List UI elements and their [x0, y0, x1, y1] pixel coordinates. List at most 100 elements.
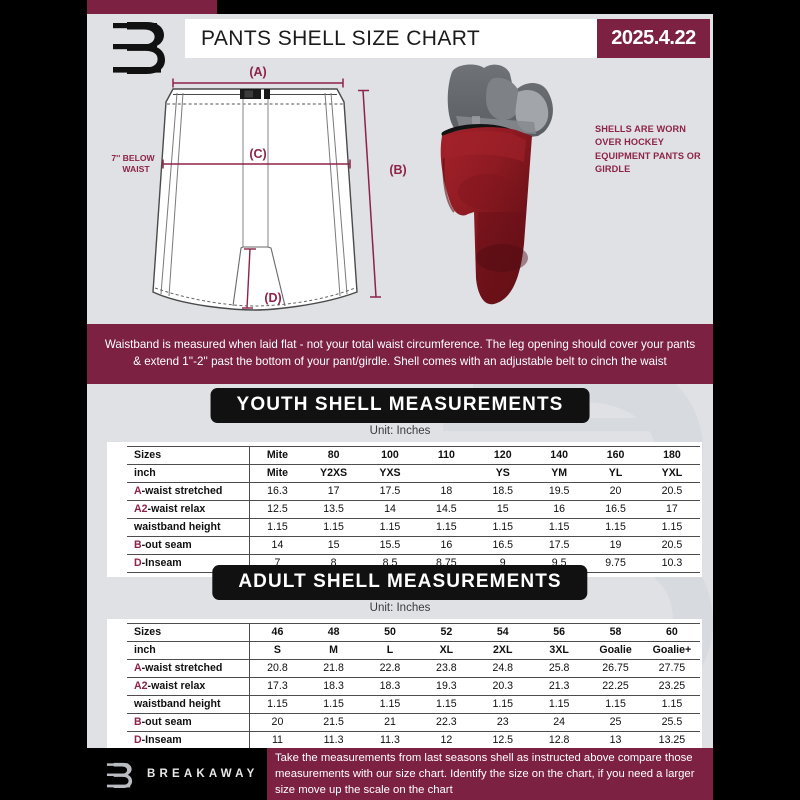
- table-cell: 1.15: [418, 695, 475, 714]
- table-cell: 21.8: [305, 659, 362, 678]
- row-key: D: [134, 734, 142, 746]
- table-cell: 14: [249, 536, 306, 555]
- table-cell: 1.15: [305, 695, 362, 714]
- table-cell: 160: [587, 446, 644, 465]
- row-label: A-waist stretched: [127, 482, 250, 501]
- table-cell: Mite: [249, 464, 306, 483]
- table-cell: 22.8: [361, 659, 419, 678]
- table-cell: 12.5: [474, 731, 531, 748]
- table-cell: 1.15: [643, 518, 701, 537]
- table-cell: 1.15: [530, 695, 588, 714]
- adult-section-pill: ADULT SHELL MEASUREMENTS: [212, 565, 588, 600]
- svg-text:7'' BELOW: 7'' BELOW: [111, 153, 155, 163]
- table-cell: 1.15: [643, 695, 701, 714]
- table-cell: 1.15: [474, 518, 531, 537]
- youth-size-table: Sizes Mite 80 100 110 120 140 160 180 inch Mite Y2X…: [127, 446, 701, 573]
- row-label: B-out seam: [127, 536, 250, 555]
- table-cell: 14: [361, 500, 419, 519]
- table-cell: 13.5: [305, 500, 362, 519]
- table-cell: 13.25: [643, 731, 701, 748]
- table-cell: 27.75: [643, 659, 701, 678]
- measurement-instructions-banner: Waistband is measured when laid flat - n…: [87, 324, 713, 384]
- row-key: D: [134, 557, 142, 569]
- table-cell: 16.5: [474, 536, 531, 555]
- footer-note-text: Take the measurements from last seasons …: [275, 751, 695, 797]
- table-cell: 20: [587, 482, 644, 501]
- table-row: D-Inseam 11 11.3 11.3 12 12.5 12.8 13 13.25: [127, 731, 701, 748]
- table-cell: 80: [305, 446, 362, 465]
- table-cell: 15: [305, 536, 362, 555]
- footer-brand: BREAKAWAY: [87, 748, 267, 800]
- table-cell: 16.3: [249, 482, 306, 501]
- table-cell: 16: [530, 500, 588, 519]
- footer-brand-name: BREAKAWAY: [147, 768, 259, 780]
- table-cell: 18.3: [305, 677, 362, 696]
- table-cell: 140: [530, 446, 588, 465]
- table-cell: 100: [361, 446, 419, 465]
- svg-text:WAIST: WAIST: [122, 164, 150, 174]
- row-key: B: [134, 716, 142, 728]
- row-label: inch: [127, 464, 250, 483]
- footer-note: Take the measurements from last seasons …: [267, 748, 713, 800]
- photo-note: SHELLS ARE WORN OVER HOCKEY EQUIPMENT PA…: [595, 124, 701, 175]
- svg-text:(D): (D): [264, 291, 281, 305]
- table-row: inch S M L XL 2XL 3XL Goalie Goalie+: [127, 641, 701, 660]
- table-row: B-out seam 14 15 15.5 16 16.5 17.5 19 20.5: [127, 536, 701, 555]
- adult-section-title: ADULT SHELL MEASUREMENTS: [238, 571, 562, 592]
- table-cell: YL: [587, 464, 644, 483]
- row-label: A-waist stretched: [127, 659, 250, 678]
- row-label: Sizes: [127, 446, 250, 465]
- table-cell: 20.8: [249, 659, 306, 678]
- table-cell: 23: [474, 713, 531, 732]
- svg-text:(B): (B): [389, 163, 406, 177]
- table-cell: 18.3: [361, 677, 419, 696]
- table-cell: YXL: [643, 464, 701, 483]
- youth-section-title: YOUTH SHELL MEASUREMENTS: [236, 394, 564, 415]
- table-cell: 14.5: [418, 500, 475, 519]
- table-cell: 19.5: [530, 482, 588, 501]
- table-row: Sizes Mite 80 100 110 120 140 160 180: [127, 446, 701, 465]
- adult-unit-label: Unit: Inches: [369, 602, 431, 614]
- content-area: PANTS SHELL SIZE CHART 2025.4.22: [87, 14, 713, 748]
- table-cell: Goalie+: [643, 641, 701, 660]
- table-cell: 22.3: [418, 713, 475, 732]
- row-label: inch: [127, 641, 250, 660]
- table-cell: Y2XS: [305, 464, 362, 483]
- table-row: A-waist stretched 20.8 21.8 22.8 23.8 24.8 25.…: [127, 659, 701, 678]
- diagram-area: (A) (C) (B) (D) 7'' BELOW WAIST: [87, 62, 713, 324]
- table-cell: 1.15: [305, 518, 362, 537]
- table-cell: 1.15: [530, 518, 588, 537]
- table-cell: 17.5: [530, 536, 588, 555]
- row-label: Sizes: [127, 623, 250, 642]
- row-label: A2-waist relax: [127, 500, 250, 519]
- table-cell: 18.5: [474, 482, 531, 501]
- table-row: B-out seam 20 21.5 21 22.3 23 24 25 25.5: [127, 713, 701, 732]
- table-row: A-waist stretched 16.3 17 17.5 18 18.5 19.5 20 2…: [127, 482, 701, 501]
- table-cell: 18: [418, 482, 475, 501]
- row-key: A: [134, 485, 142, 497]
- table-cell: 16: [418, 536, 475, 555]
- svg-text:(A): (A): [249, 65, 266, 79]
- table-cell: 9.75: [587, 554, 644, 573]
- table-row: A2-waist relax 12.5 13.5 14 14.5 15 16 16.5 17: [127, 500, 701, 519]
- adult-size-table: Sizes 46 48 50 52 54 56 58 60 inch S M L XL 2XL 3XL Goal…: [127, 623, 701, 748]
- table-cell: 1.15: [361, 518, 419, 537]
- table-cell: Mite: [249, 446, 306, 465]
- table-cell: 1.15: [249, 518, 306, 537]
- table-cell: YM: [530, 464, 588, 483]
- page-title: PANTS SHELL SIZE CHART: [201, 26, 481, 50]
- youth-unit-label: Unit: Inches: [369, 425, 431, 437]
- table-cell: YXS: [361, 464, 419, 483]
- table-row: waistband height 1.15 1.15 1.15 1.15 1.15 1.15…: [127, 695, 701, 714]
- table-cell: [418, 464, 475, 483]
- table-cell: 25: [587, 713, 644, 732]
- table-cell: 23.8: [418, 659, 475, 678]
- table-cell: 17.3: [249, 677, 306, 696]
- date-text: 2025.4.22: [611, 27, 696, 49]
- table-cell: 52: [418, 623, 475, 642]
- table-cell: 20.3: [474, 677, 531, 696]
- table-cell: 2XL: [474, 641, 531, 660]
- youth-table-body: Sizes Mite 80 100 110 120 140 160 180 inch Mite Y2X…: [127, 446, 701, 573]
- adult-table-body: Sizes 46 48 50 52 54 56 58 60 inch S M L XL 2XL 3XL Goal…: [127, 623, 701, 748]
- table-cell: 21.3: [530, 677, 588, 696]
